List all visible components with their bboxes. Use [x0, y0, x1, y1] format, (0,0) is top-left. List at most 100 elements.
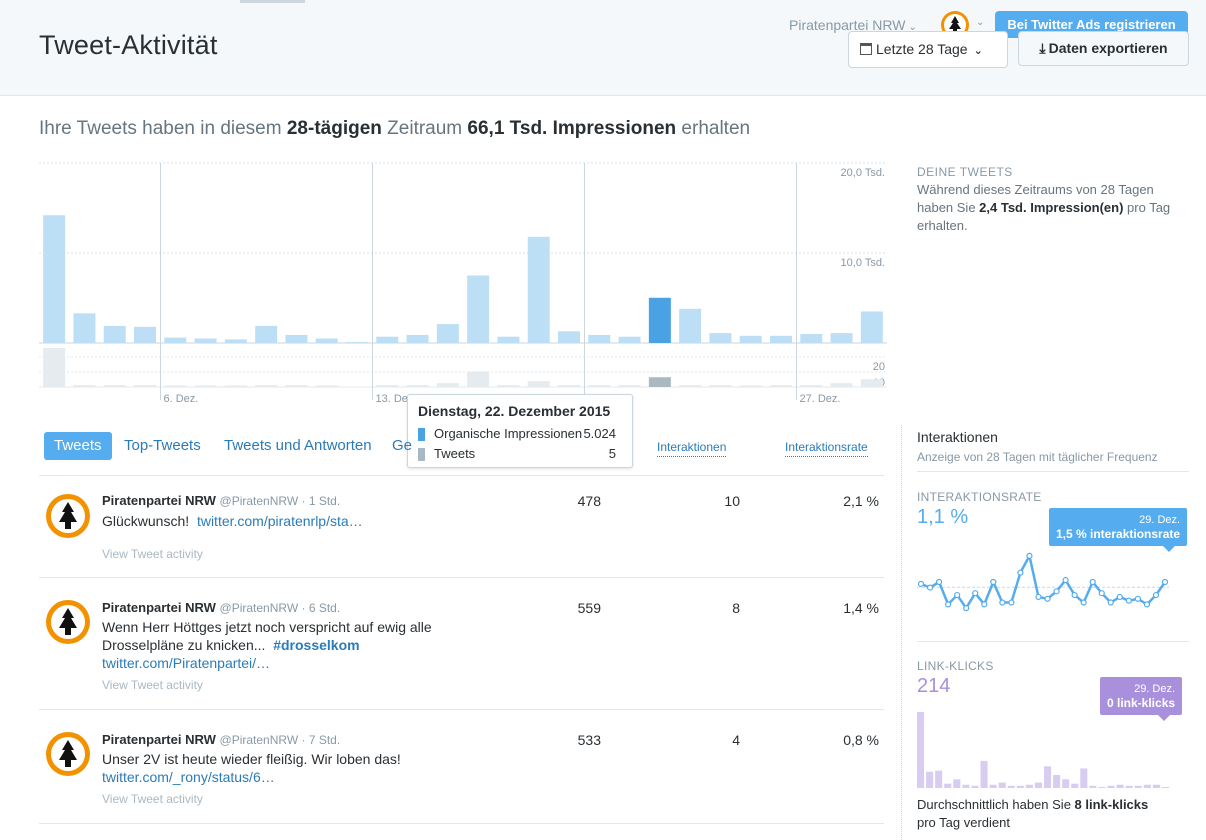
- tab-top-tweets[interactable]: Top-Tweets: [124, 437, 201, 454]
- tooltip-title: Dienstag, 22. Dezember 2015: [418, 403, 611, 419]
- export-data-button[interactable]: ⤓ Daten exportieren: [1018, 31, 1189, 66]
- clicks-bar: [1152, 784, 1160, 788]
- view-tweet-activity-link[interactable]: View Tweet activity: [102, 792, 203, 806]
- impressions-bar: [467, 275, 490, 343]
- author-name: Piratenpartei NRW: [102, 493, 216, 508]
- tweet-link[interactable]: twitter.com/Piratenpartei/…: [102, 655, 271, 671]
- tooltip-value-tweets: 5: [608, 446, 616, 461]
- impressions-bar: [73, 313, 96, 343]
- impressions-bar: [860, 311, 883, 343]
- impressions-bar: [103, 325, 126, 343]
- column-header-interactions[interactable]: Interaktionen: [657, 440, 727, 457]
- tweets-bar: [194, 385, 217, 387]
- chevron-down-icon: ⌄: [908, 22, 917, 33]
- tweets-bar: [648, 377, 671, 387]
- rate-point: [1098, 590, 1105, 597]
- tab-truncated[interactable]: Ge: [392, 437, 413, 454]
- account-name: Piratenpartei NRW: [789, 17, 906, 33]
- summary-prefix: Ihre Tweets haben in diesem: [39, 118, 287, 139]
- view-tweet-activity-link[interactable]: View Tweet activity: [102, 678, 203, 692]
- divider: [917, 641, 1189, 642]
- rate-point: [1053, 588, 1060, 595]
- tweet-hashtag[interactable]: #drosselkom: [273, 637, 360, 653]
- clicks-bar: [926, 771, 934, 788]
- tweet-link[interactable]: twitter.com/_rony/status/6…: [102, 769, 275, 785]
- tweet-link[interactable]: twitter.com/piratenrlp/sta…: [196, 513, 363, 529]
- rate-badge-date: 29. Dez.: [1139, 514, 1181, 526]
- tweet-row[interactable]: Piratenpartei NRW @PiratenNRW · 6 Std. W…: [39, 577, 884, 710]
- legend-swatch-tweets: [418, 448, 425, 461]
- tweet-row[interactable]: Piratenpartei NRW @PiratenNRW · 7 Std. U…: [39, 709, 884, 824]
- rate-sparkline[interactable]: [917, 548, 1177, 618]
- clicks-bar: [1062, 779, 1070, 788]
- impressions-bar: [164, 337, 187, 343]
- tweet-row[interactable]: Piratenpartei NRW @PiratenNRW · 1 Std. G…: [39, 475, 884, 578]
- tweets-bar: [224, 385, 247, 387]
- tweets-bar: [73, 385, 96, 387]
- tweets-bar: [164, 385, 187, 387]
- your-tweets-text1: Während dieses Zeitraums von 28 Tagen ha…: [917, 182, 1154, 215]
- tweets-bar: [134, 385, 156, 387]
- rate-line: [920, 552, 1167, 611]
- clicks-badge-text: 0 link-klicks: [1107, 696, 1176, 710]
- rate-point: [935, 578, 943, 586]
- rate-point: [1089, 578, 1096, 586]
- y-tick-label: 20,0 Tsd.: [841, 167, 885, 179]
- clicks-bar: [1125, 785, 1133, 788]
- rate-point: [972, 590, 979, 597]
- clicks-bar: [980, 760, 988, 788]
- x-tick-label: 27. Dez.: [800, 393, 841, 405]
- interactions-subtitle: Anzeige von 28 Tagen mit täglicher Frequ…: [917, 450, 1158, 464]
- tweets-bar: [497, 385, 520, 387]
- view-tweet-activity-link[interactable]: View Tweet activity: [102, 547, 203, 561]
- summary-impressions: 66,1 Tsd. Impressionen: [467, 118, 677, 139]
- tweets-bar: [43, 348, 66, 387]
- tweet-text: Glückwunsch! twitter.com/piratenrlp/sta…: [102, 512, 482, 530]
- calendar-icon: [860, 43, 872, 55]
- tweets-bar: [467, 371, 490, 387]
- your-tweets-text2: pro Tag erhalten.: [917, 200, 1171, 233]
- clicks-bar: [1034, 782, 1042, 788]
- tweets-bar: [527, 381, 550, 387]
- interactions-title: Interaktionen: [917, 429, 998, 445]
- rate-point: [1062, 577, 1069, 584]
- rate-point: [990, 578, 997, 586]
- author-name: Piratenpartei NRW: [102, 600, 216, 615]
- tweet-author[interactable]: Piratenpartei NRW @PiratenNRW · 7 Std.: [102, 732, 340, 747]
- clicks-value: 214: [917, 675, 951, 697]
- tweet-avatar[interactable]: [45, 599, 91, 645]
- tab-tweets[interactable]: Tweets: [44, 432, 112, 460]
- rate-point: [1017, 569, 1024, 576]
- impressions-bar: [497, 336, 520, 343]
- tab-tweets-and-replies[interactable]: Tweets und Antworten: [224, 437, 372, 454]
- impressions-bar: [830, 333, 853, 343]
- clicks-bar: [998, 782, 1006, 788]
- tweet-author[interactable]: Piratenpartei NRW @PiratenNRW · 6 Std.: [102, 600, 340, 615]
- tweets-bar: [103, 385, 126, 387]
- impressions-bar: [224, 339, 247, 343]
- clicks-bar-chart[interactable]: [917, 712, 1177, 790]
- tweets-bar: [770, 385, 792, 387]
- tweet-impressions: 533: [577, 732, 601, 748]
- nav-tab-indicator: [240, 0, 305, 3]
- tweet-author[interactable]: Piratenpartei NRW @PiratenNRW · 1 Std.: [102, 493, 340, 508]
- tweets-bar: [376, 385, 399, 387]
- rate-point: [1125, 597, 1132, 604]
- date-range-dropdown[interactable]: Letzte 28 Tage ⌄: [848, 31, 1008, 68]
- account-switcher[interactable]: Piratenpartei NRW ⌄: [789, 17, 917, 33]
- rate-point: [1143, 601, 1151, 608]
- tweet-impressions: 478: [577, 493, 601, 509]
- impressions-chart[interactable]: 6. Dez.13. Dez.20. Dez.27. Dez.20,0 Tsd.…: [39, 160, 887, 410]
- clicks-bar: [1025, 784, 1033, 788]
- impressions-bar: [527, 236, 550, 343]
- clicks-badge: 29. Dez. 0 link-klicks: [1100, 677, 1183, 721]
- tweet-avatar[interactable]: [45, 493, 91, 539]
- column-header-rate[interactable]: Interaktionsrate: [785, 440, 868, 457]
- clicks-bar: [1143, 784, 1151, 788]
- avg-prefix: Durchschnittlich haben Sie: [917, 797, 1075, 812]
- tweet-body: Unser 2V ist heute wieder fleißig. Wir l…: [102, 751, 401, 767]
- rate-point: [917, 580, 925, 587]
- tweet-avatar[interactable]: [45, 731, 91, 777]
- chevron-down-icon[interactable]: ⌄: [976, 17, 985, 28]
- summary-middle: Zeitraum: [381, 118, 468, 139]
